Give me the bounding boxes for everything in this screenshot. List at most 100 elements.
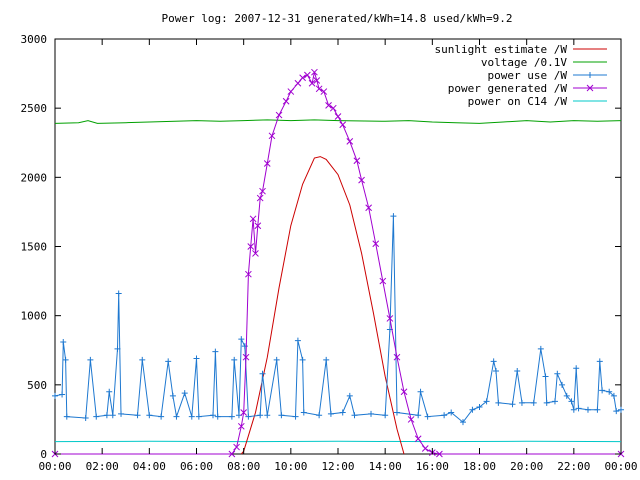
data-point bbox=[509, 401, 516, 408]
data-point bbox=[240, 409, 248, 416]
x-tick-label: 00:00 bbox=[38, 460, 71, 473]
data-point bbox=[214, 413, 221, 420]
data-point bbox=[259, 370, 266, 377]
series-sunlight-estimate-w bbox=[240, 156, 405, 455]
data-point bbox=[59, 391, 66, 398]
x-tick-label: 22:00 bbox=[557, 460, 590, 473]
data-point bbox=[311, 68, 318, 76]
data-point bbox=[139, 356, 146, 363]
data-point bbox=[596, 358, 603, 365]
data-point bbox=[339, 409, 346, 416]
data-point bbox=[193, 355, 200, 362]
data-point bbox=[256, 194, 264, 202]
x-tick-label: 06:00 bbox=[180, 460, 213, 473]
data-point bbox=[323, 356, 330, 363]
data-point bbox=[299, 356, 306, 363]
legend-label: voltage /0.1V bbox=[481, 56, 567, 69]
data-point bbox=[228, 413, 235, 420]
data-point bbox=[415, 412, 422, 419]
x-tick-label: 16:00 bbox=[416, 460, 449, 473]
data-point bbox=[294, 79, 302, 87]
data-point bbox=[173, 413, 180, 420]
data-point bbox=[93, 413, 100, 420]
data-point bbox=[353, 157, 361, 165]
data-point bbox=[282, 97, 290, 105]
data-point bbox=[573, 365, 580, 372]
data-point bbox=[158, 413, 165, 420]
chart-title: Power log: 2007-12-31 generated/kWh=14.8… bbox=[162, 12, 513, 25]
y-tick-label: 1500 bbox=[21, 241, 48, 254]
legend-label: power use /W bbox=[488, 69, 568, 82]
data-point bbox=[257, 412, 264, 419]
data-point bbox=[575, 405, 582, 412]
data-point bbox=[254, 222, 262, 230]
data-point bbox=[169, 392, 176, 399]
data-point bbox=[448, 409, 455, 416]
data-point bbox=[365, 204, 373, 212]
y-tick-label: 500 bbox=[27, 379, 47, 392]
data-point bbox=[346, 392, 353, 399]
data-point bbox=[424, 413, 431, 420]
data-point bbox=[329, 104, 337, 112]
legend-marker bbox=[587, 72, 593, 78]
data-point bbox=[483, 398, 490, 405]
data-point bbox=[308, 79, 316, 87]
data-point bbox=[514, 368, 521, 374]
data-point bbox=[495, 399, 502, 406]
data-point bbox=[303, 71, 311, 79]
data-point bbox=[146, 412, 153, 419]
data-point bbox=[537, 345, 544, 352]
data-point bbox=[606, 388, 613, 395]
data-point bbox=[393, 353, 401, 361]
data-point bbox=[618, 406, 624, 413]
data-point bbox=[570, 406, 577, 413]
data-point bbox=[358, 176, 365, 184]
data-point bbox=[421, 445, 429, 452]
series-power-use-w bbox=[52, 213, 624, 426]
x-tick-label: 02:00 bbox=[86, 460, 119, 473]
y-tick-label: 1000 bbox=[21, 310, 48, 323]
data-point bbox=[613, 408, 620, 415]
y-tick-label: 2000 bbox=[21, 171, 48, 184]
y-tick-label: 3000 bbox=[21, 33, 48, 46]
data-point bbox=[325, 102, 332, 109]
x-tick-label: 00:00 bbox=[604, 460, 637, 473]
data-point bbox=[382, 412, 389, 419]
series-voltage-0-1v bbox=[54, 119, 622, 124]
data-point bbox=[368, 410, 375, 417]
data-point bbox=[414, 435, 422, 443]
series-line bbox=[54, 119, 622, 124]
data-point bbox=[584, 406, 591, 413]
data-point bbox=[165, 358, 172, 365]
data-point bbox=[259, 187, 266, 195]
data-point bbox=[436, 450, 443, 458]
data-point bbox=[134, 412, 141, 419]
data-point bbox=[115, 290, 122, 297]
x-tick-label: 08:00 bbox=[227, 460, 260, 473]
data-point bbox=[563, 392, 570, 399]
data-point bbox=[542, 373, 549, 380]
data-point bbox=[417, 388, 424, 395]
series-line bbox=[54, 216, 622, 423]
data-point bbox=[292, 413, 299, 420]
data-point bbox=[278, 412, 285, 419]
data-point bbox=[263, 160, 271, 167]
data-point bbox=[300, 409, 307, 416]
data-point bbox=[351, 412, 358, 419]
data-point bbox=[320, 88, 328, 95]
data-point bbox=[490, 358, 497, 365]
data-point bbox=[315, 85, 323, 93]
y-tick-label: 2500 bbox=[21, 102, 48, 115]
data-point bbox=[554, 370, 561, 377]
data-point bbox=[610, 392, 617, 399]
x-tick-label: 10:00 bbox=[274, 460, 307, 473]
data-point bbox=[559, 381, 566, 388]
data-point bbox=[212, 348, 219, 355]
data-point bbox=[441, 412, 448, 419]
data-point bbox=[264, 412, 271, 419]
data-point bbox=[594, 406, 601, 413]
data-point bbox=[287, 88, 295, 95]
data-point bbox=[493, 368, 500, 374]
data-point bbox=[87, 356, 94, 363]
